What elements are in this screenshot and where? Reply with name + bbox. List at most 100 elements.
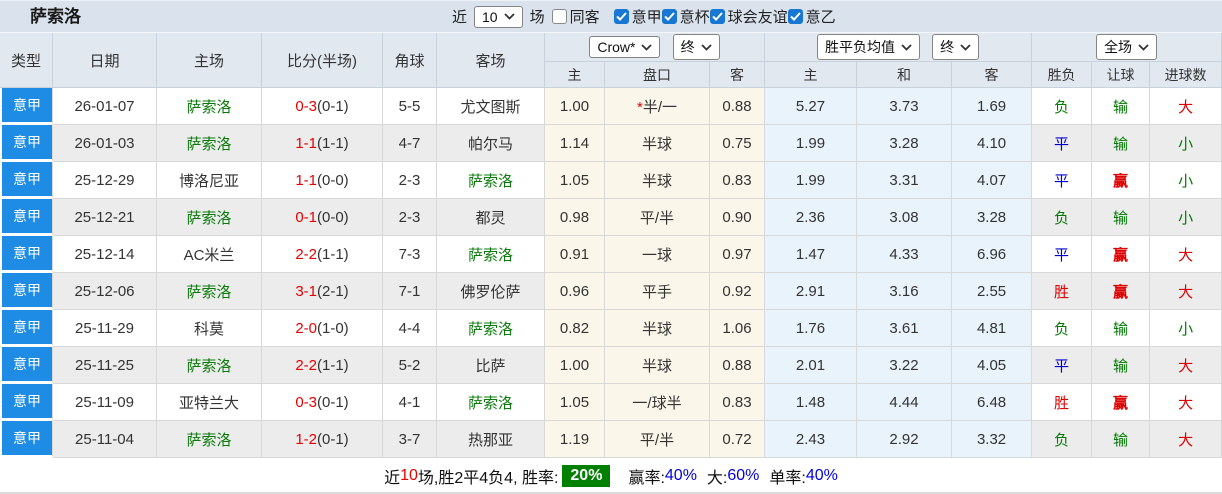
wdl-result: 负 bbox=[1032, 421, 1093, 458]
chevron-down-icon bbox=[901, 43, 912, 51]
corner-count: 2-3 bbox=[383, 162, 437, 199]
ah-line: 平手 bbox=[605, 273, 710, 310]
wdl-result: 平 bbox=[1032, 125, 1093, 162]
summary-count: 10 bbox=[400, 467, 418, 484]
check-icon bbox=[663, 12, 675, 21]
ah-line: 平/半 bbox=[605, 421, 710, 458]
filter-label-serie-b[interactable]: 意乙 bbox=[805, 9, 836, 26]
avg-home-odds: 1.76 bbox=[765, 310, 858, 347]
handicap-result: 输 bbox=[1092, 310, 1151, 347]
filter-label-coppa-italia[interactable]: 意杯 bbox=[679, 9, 710, 26]
ah-away-odds: 0.92 bbox=[710, 273, 766, 310]
avg-draw-odds: 3.61 bbox=[857, 310, 953, 347]
goals-result: 小 bbox=[1150, 162, 1222, 199]
checkbox-serie-b[interactable] bbox=[787, 9, 803, 24]
away-team: 佛罗伦萨 bbox=[437, 273, 545, 310]
chevron-down-icon bbox=[1138, 43, 1149, 51]
corner-count: 4-4 bbox=[383, 310, 437, 347]
subcol-header-handicap-result: 让球 bbox=[1092, 62, 1151, 88]
avg-home-odds: 1.47 bbox=[765, 236, 858, 273]
col-header-corner: 角球 bbox=[383, 33, 437, 88]
checkbox-serie-a[interactable] bbox=[613, 9, 629, 24]
odds-avg-group-header: 胜平负均值 终 bbox=[765, 33, 1033, 62]
away-team: 帕尔马 bbox=[437, 125, 545, 162]
ah-away-odds: 0.83 bbox=[710, 162, 766, 199]
ah-home-odds: 1.14 bbox=[545, 125, 605, 162]
profit-rate-label: 赢率: bbox=[628, 470, 665, 487]
ah-home-odds: 0.96 bbox=[545, 273, 605, 310]
goals-result: 大 bbox=[1150, 88, 1222, 125]
ah-away-odds: 0.75 bbox=[710, 125, 766, 162]
recent-count-select[interactable]: 10 bbox=[474, 5, 523, 28]
handicap-time-select[interactable]: 终 bbox=[672, 34, 720, 60]
corner-count: 2-3 bbox=[383, 199, 437, 236]
checkbox-club-friendly[interactable] bbox=[709, 9, 725, 24]
wdl-result: 平 bbox=[1032, 236, 1093, 273]
filter-label-club-friendly[interactable]: 球会友谊 bbox=[727, 9, 788, 26]
avg-home-odds: 1.99 bbox=[765, 162, 858, 199]
avg-draw-odds: 3.22 bbox=[857, 347, 953, 384]
col-header-home: 主场 bbox=[157, 33, 262, 88]
filter-label-same-away[interactable]: 同客 bbox=[569, 9, 600, 26]
home-team: 萨索洛 bbox=[157, 199, 262, 236]
goals-result: 小 bbox=[1150, 125, 1222, 162]
avg-away-odds: 4.81 bbox=[952, 310, 1033, 347]
summary-bar: 近 10 场,胜2平4负4, 胜率: 20% 赢率: 40% 大: 60% 单率: 40% bbox=[0, 458, 1222, 492]
filter-label-serie-a[interactable]: 意甲 bbox=[631, 9, 662, 26]
check-icon bbox=[711, 12, 723, 21]
score-cell: 0-1(0-0) bbox=[262, 199, 383, 236]
avg-draw-odds: 3.16 bbox=[857, 273, 953, 310]
match-date: 26-01-03 bbox=[53, 125, 157, 162]
check-icon bbox=[615, 12, 627, 21]
handicap-result: 赢 bbox=[1092, 273, 1151, 310]
avg-draw-odds: 4.44 bbox=[857, 384, 953, 421]
ah-line: 半球 bbox=[605, 162, 710, 199]
table-row: 意甲 25-12-29 博洛尼亚 1-1(0-0) 2-3 萨索洛 1.05 半… bbox=[0, 162, 1222, 199]
summary-recent-label: 近 bbox=[384, 470, 401, 487]
away-team: 尤文图斯 bbox=[437, 88, 545, 125]
ah-away-odds: 0.88 bbox=[710, 347, 766, 384]
subcol-header-goals: 进球数 bbox=[1150, 62, 1222, 88]
avg-away-odds: 4.05 bbox=[952, 347, 1033, 384]
avg-away-odds: 4.10 bbox=[952, 125, 1033, 162]
col-header-score: 比分(半场) bbox=[262, 33, 383, 88]
table-row: 意甲 25-12-06 萨索洛 3-1(2-1) 7-1 佛罗伦萨 0.96 平… bbox=[0, 273, 1222, 310]
ah-line: 半球 bbox=[605, 125, 710, 162]
col-header-date: 日期 bbox=[53, 33, 157, 88]
handicap-result: 输 bbox=[1092, 421, 1151, 458]
table-row: 意甲 25-12-14 AC米兰 2-2(1-1) 7-3 萨索洛 0.91 一… bbox=[0, 236, 1222, 273]
home-team: 亚特兰大 bbox=[157, 384, 262, 421]
goals-result: 大 bbox=[1150, 347, 1222, 384]
home-team: AC米兰 bbox=[157, 236, 262, 273]
score-cell: 1-1(0-0) bbox=[262, 162, 383, 199]
checkbox-same-away[interactable] bbox=[551, 9, 567, 24]
match-date: 25-11-04 bbox=[53, 421, 157, 458]
odds-avg-select[interactable]: 胜平负均值 bbox=[816, 34, 920, 60]
avg-draw-odds: 3.28 bbox=[857, 125, 953, 162]
chevron-down-icon bbox=[641, 43, 653, 51]
big-rate-value: 60% bbox=[727, 467, 760, 484]
win-rate-badge: 20% bbox=[562, 465, 611, 487]
avg-home-odds: 2.43 bbox=[765, 421, 858, 458]
handicap-result: 赢 bbox=[1092, 384, 1151, 421]
match-date: 25-12-14 bbox=[53, 236, 157, 273]
chevron-down-icon bbox=[960, 43, 971, 51]
title-bar: 萨索洛 近 10 场 同客 意甲 意杯 球会友谊 意乙 bbox=[0, 0, 1222, 33]
odds-time-select[interactable]: 终 bbox=[932, 34, 980, 60]
subcol-header-wdl: 胜负 bbox=[1032, 62, 1093, 88]
home-team: 科莫 bbox=[157, 310, 262, 347]
match-date: 26-01-07 bbox=[53, 88, 157, 125]
goals-result: 大 bbox=[1150, 384, 1222, 421]
match-date: 25-12-21 bbox=[53, 199, 157, 236]
league-badge: 意甲 bbox=[0, 347, 53, 384]
league-badge: 意甲 bbox=[0, 125, 53, 162]
single-rate-label: 单率: bbox=[769, 470, 806, 487]
score-cell: 2-2(1-1) bbox=[262, 347, 383, 384]
page-title: 萨索洛 bbox=[30, 7, 81, 26]
bookmaker-select[interactable]: Crow* bbox=[589, 36, 661, 58]
league-badge: 意甲 bbox=[0, 273, 53, 310]
scope-select[interactable]: 全场 bbox=[1096, 34, 1158, 60]
subcol-header-1x2-away: 客 bbox=[952, 62, 1033, 88]
checkbox-coppa-italia[interactable] bbox=[661, 9, 677, 24]
avg-home-odds: 2.91 bbox=[765, 273, 858, 310]
